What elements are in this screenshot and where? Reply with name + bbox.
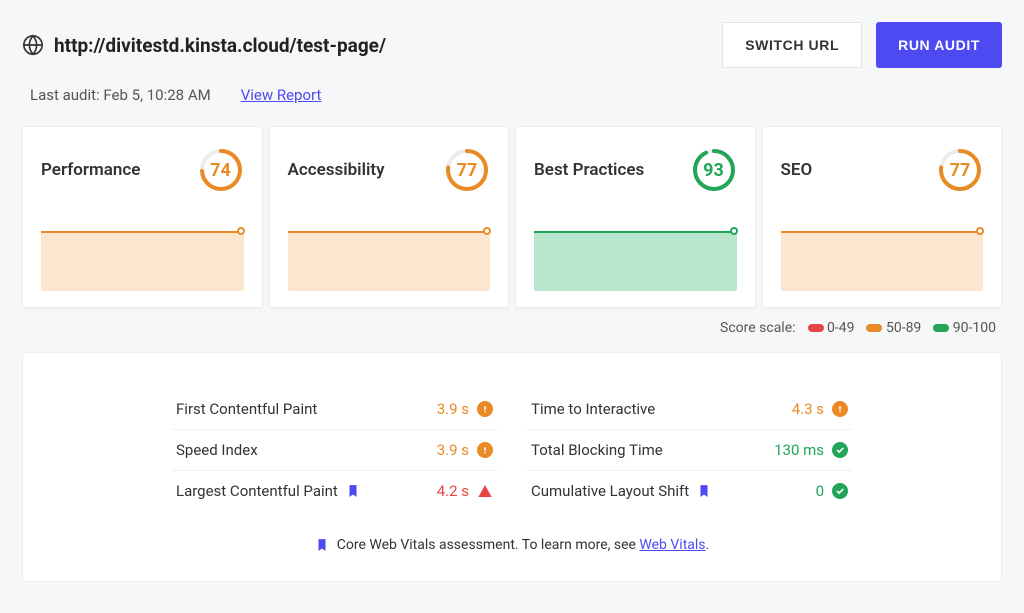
metric-name: Time to Interactive [531,400,655,418]
score-cards: Performance 74 Accessibility 77 [22,126,1002,308]
core-vitals-note: Core Web Vitals assessment. To learn mor… [43,537,981,553]
header-buttons: SWITCH URL RUN AUDIT [722,22,1002,68]
score-value: 77 [937,147,983,193]
web-vitals-link[interactable]: Web Vitals [639,537,705,553]
metric-row: First Contentful Paint 3.9 s [172,389,497,430]
header: http://divitestd.kinsta.cloud/test-page/… [22,22,1002,68]
bookmark-icon [346,484,360,498]
card-title: SEO [781,160,813,180]
score-card: Performance 74 [22,126,263,308]
check-icon [832,483,848,499]
warn-icon [477,401,493,417]
score-scale: Score scale: 0-49 50-89 90-100 [22,320,1002,336]
metric-value: 3.9 s [437,400,493,418]
metrics-grid: First Contentful Paint 3.9 s Speed Index… [172,389,852,511]
url-section: http://divitestd.kinsta.cloud/test-page/ [22,34,386,57]
metric-row: Largest Contentful Paint 4.2 s [172,471,497,511]
score-ring: 93 [691,147,737,193]
score-card: SEO 77 [762,126,1003,308]
metric-row: Total Blocking Time 130 ms [527,430,852,471]
spark-area [781,231,984,291]
metric-row: Speed Index 3.9 s [172,430,497,471]
switch-url-button[interactable]: SWITCH URL [722,22,862,68]
metric-name: Total Blocking Time [531,441,663,459]
spark-area [288,231,491,291]
fail-icon [477,483,493,499]
metric-name: First Contentful Paint [176,400,317,418]
spark-area [534,231,737,291]
metric-value: 4.3 s [792,400,848,418]
metric-value: 130 ms [774,441,848,459]
metric-row: Cumulative Layout Shift 0 [527,471,852,511]
metrics-panel: First Contentful Paint 3.9 s Speed Index… [22,352,1002,582]
warn-icon [832,401,848,417]
card-title: Performance [41,160,140,180]
metric-value: 0 [816,482,848,500]
globe-icon [22,34,44,56]
subheader: Last audit: Feb 5, 10:28 AM View Report [22,86,1002,104]
score-card: Accessibility 77 [269,126,510,308]
spark-area [41,231,244,291]
score-ring: 77 [444,147,490,193]
score-value: 77 [444,147,490,193]
card-title: Best Practices [534,160,644,180]
metric-name: Largest Contentful Paint [176,482,360,500]
scale-pill [933,324,949,332]
check-icon [832,442,848,458]
metric-name: Speed Index [176,441,258,459]
score-ring: 77 [937,147,983,193]
page-url: http://divitestd.kinsta.cloud/test-page/ [54,34,386,57]
bookmark-icon [315,538,329,552]
score-ring: 74 [198,147,244,193]
view-report-link[interactable]: View Report [241,86,322,104]
score-value: 93 [691,147,737,193]
bookmark-icon [697,484,711,498]
footer-text-after: . [706,537,710,553]
last-audit-text: Last audit: Feb 5, 10:28 AM [30,86,211,104]
scale-range-text: 0-49 [824,320,855,336]
footer-text-before: Core Web Vitals assessment. To learn mor… [337,537,640,553]
warn-icon [477,442,493,458]
scale-pill [866,324,882,332]
metric-value: 3.9 s [437,441,493,459]
scale-range-text: 50-89 [882,320,921,336]
metric-value: 4.2 s [437,482,493,500]
run-audit-button[interactable]: RUN AUDIT [876,22,1002,68]
scale-label: Score scale: [720,320,796,336]
score-card: Best Practices 93 [515,126,756,308]
card-title: Accessibility [288,160,385,180]
metric-row: Time to Interactive 4.3 s [527,389,852,430]
metric-name: Cumulative Layout Shift [531,482,711,500]
scale-pill [808,324,824,332]
score-value: 74 [198,147,244,193]
scale-range-text: 90-100 [949,320,996,336]
